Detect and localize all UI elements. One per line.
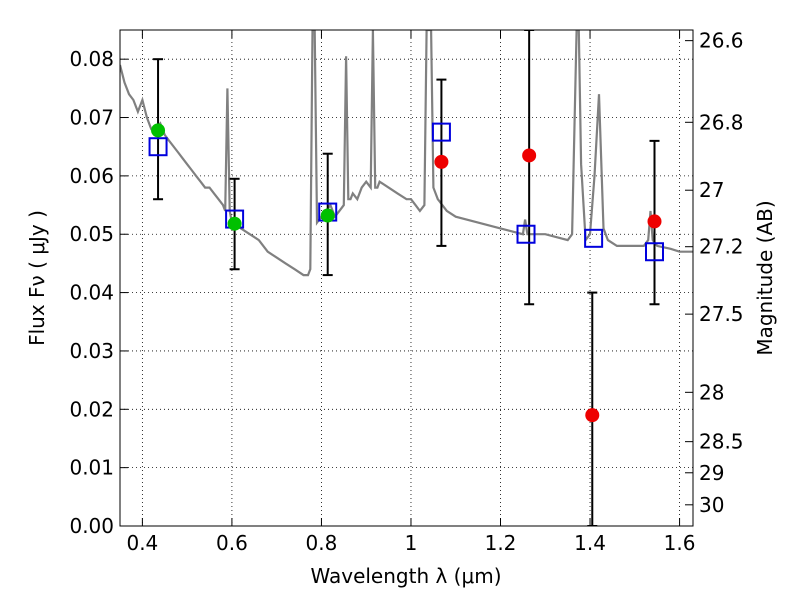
x-tick-label: 0.6 [216, 531, 248, 555]
model-photometry-square [584, 228, 604, 248]
nir-point [647, 214, 662, 229]
x-axis-label: Wavelength λ (μm) [310, 564, 501, 588]
model-photometry-square [516, 224, 536, 244]
mag-tick-label: 28.5 [699, 430, 744, 454]
x-tick-label: 1.4 [574, 531, 606, 555]
y-tick-label: 0.00 [69, 514, 114, 538]
magnitude-axis-label: Magnitude (AB) [753, 200, 777, 355]
y-tick-label: 0.02 [69, 397, 114, 421]
y-tick-label: 0.08 [69, 47, 114, 71]
mag-tick-label: 26.8 [699, 110, 744, 134]
mag-tick-label: 28 [699, 380, 724, 404]
y-tick-label: 0.07 [69, 106, 114, 130]
mag-tick-label: 30 [699, 493, 724, 517]
y-tick-label: 0.03 [69, 339, 114, 363]
photometry-markers [148, 122, 665, 423]
y-tick-label: 0.04 [69, 281, 114, 305]
y-tick-label: 0.01 [69, 456, 114, 480]
model-photometry-square [148, 137, 168, 157]
model-spectrum-line [120, 30, 693, 277]
y-tick-label: 0.05 [69, 222, 114, 246]
error-bars [153, 30, 660, 526]
nir-point [434, 154, 449, 169]
grid-lines [120, 30, 693, 527]
optical-point [151, 123, 166, 138]
y-axis-label: Flux Fν ( μJy ) [25, 210, 49, 346]
y-tick-label: 0.06 [69, 164, 114, 188]
model-photometry-square [431, 122, 451, 142]
mag-tick-label: 29 [699, 461, 724, 485]
x-tick-label: 0.8 [306, 531, 338, 555]
mag-tick-label: 27.5 [699, 302, 744, 326]
optical-point [227, 216, 242, 231]
x-tick-label: 0.4 [126, 531, 158, 555]
plot-frame [119, 29, 694, 527]
x-tick-label: 1.6 [664, 531, 696, 555]
mag-tick-label: 27.2 [699, 235, 744, 259]
model-photometry-square [645, 242, 665, 262]
nir-point [522, 148, 537, 163]
axis-ticks: 0.4 0.6 0.8 1 1.2 1.4 1.6 0.00 0.01 0.02 0.03 0.04 0… [69, 29, 743, 555]
mag-tick-label: 27 [699, 178, 724, 202]
nir-point [585, 408, 600, 423]
mag-tick-label: 26.6 [699, 29, 744, 53]
optical-point [320, 208, 335, 223]
x-tick-label: 1 [405, 531, 418, 555]
x-tick-label: 1.2 [485, 531, 517, 555]
